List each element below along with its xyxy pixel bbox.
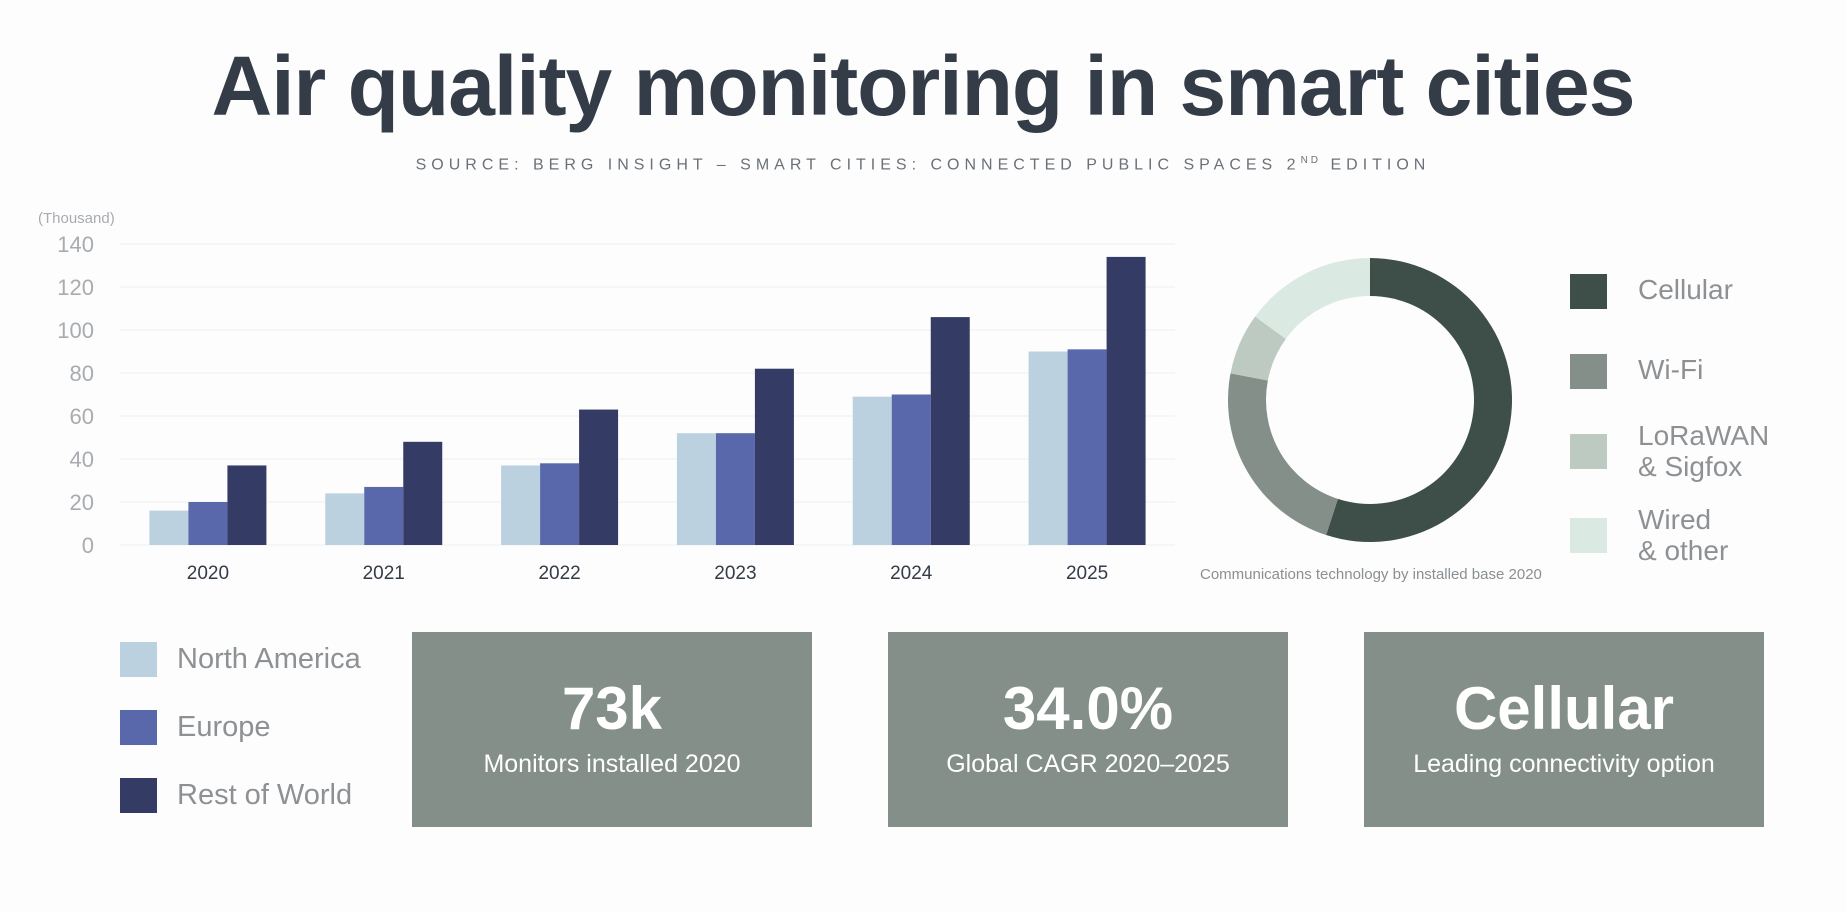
subtitle-text: SOURCE: BERG INSIGHT – SMART CITIES: CON… (415, 156, 1301, 174)
y-tick-label: 40 (70, 447, 94, 472)
legend-swatch (120, 778, 157, 813)
subtitle-superscript: ND (1300, 155, 1322, 166)
kpi-card-monitors: 73k Monitors installed 2020 (412, 632, 812, 827)
bar-europe-2021 (364, 486, 404, 545)
bar-chart: (Thousand) 0 20 40 60 80 100 120 140 2020 2021 2022… (38, 210, 1175, 584)
y-tick-label: 20 (70, 490, 94, 515)
donut-slice-wi-fi (1228, 373, 1338, 536)
kpi-card-connectivity: Cellular Leading connectivity option (1364, 632, 1764, 827)
legend-swatch (1570, 274, 1607, 309)
donut-caption: Communications technology by installed b… (1200, 566, 1542, 583)
x-tick-label: 2020 (187, 563, 229, 584)
kpi-label: Monitors installed 2020 (483, 750, 741, 778)
legend-swatch (1570, 354, 1607, 389)
x-tick-label: 2023 (714, 563, 756, 584)
bar-north-america-2022 (501, 465, 541, 545)
bar-europe-2023 (715, 433, 755, 545)
donut-slice-cellular (1326, 258, 1512, 542)
legend-label: LoRaWAN & Sigfox (1638, 420, 1770, 482)
y-tick-label: 80 (70, 361, 94, 386)
kpi-label: Global CAGR 2020–2025 (946, 750, 1230, 778)
kpi-value: Cellular (1453, 675, 1675, 742)
bar-europe-2025 (1067, 349, 1107, 545)
y-tick-label: 140 (57, 232, 94, 257)
page-subtitle: SOURCE: BERG INSIGHT – SMART CITIES: CON… (0, 155, 1846, 174)
bar-north-america-2025 (1028, 351, 1068, 545)
legend-item-north-america: North America (120, 640, 380, 680)
y-tick-label: 60 (70, 404, 94, 429)
bar-rest-of-world-2022 (579, 409, 619, 545)
page-title: Air quality monitoring in smart cities (211, 39, 1636, 133)
legend-label: Wi-Fi (1638, 354, 1704, 385)
donut-slice-wired (1255, 258, 1370, 339)
y-tick-label: 120 (57, 275, 94, 300)
kpi-value: 73k (561, 675, 663, 742)
legend-swatch (120, 642, 157, 677)
bar-north-america-2021 (325, 493, 365, 545)
legend-swatch (120, 710, 157, 745)
bar-rest-of-world-2021 (403, 441, 443, 545)
bar-europe-2020 (188, 502, 228, 545)
bar-rest-of-world-2023 (754, 368, 794, 545)
bar-rest-of-world-2025 (1106, 256, 1146, 545)
bar-north-america-2020 (149, 510, 189, 545)
bar-north-america-2024 (852, 396, 892, 545)
legend-label: North America (177, 643, 361, 675)
y-tick-label: 0 (82, 533, 94, 558)
bar-europe-2022 (540, 463, 580, 545)
legend-item-rest-of-world: Rest of World (120, 776, 380, 816)
legend-swatch (1570, 518, 1607, 553)
y-axis-unit-label: (Thousand) (38, 210, 115, 227)
legend-label: Europe (177, 711, 271, 743)
y-tick-label: 100 (57, 318, 94, 343)
subtitle-end: EDITION (1321, 156, 1431, 174)
legend-swatch (1570, 434, 1607, 469)
bar-rest-of-world-2020 (227, 465, 267, 545)
bar-north-america-2023 (676, 433, 716, 545)
x-tick-label: 2025 (1066, 563, 1108, 584)
legend-item-europe: Europe (120, 708, 380, 748)
legend-label: Rest of World (177, 779, 353, 811)
x-tick-label: 2024 (890, 563, 933, 584)
kpi-label: Leading connectivity option (1413, 750, 1715, 778)
legend-label: Cellular (1638, 274, 1733, 305)
x-tick-label: 2022 (538, 563, 580, 584)
x-tick-label: 2021 (363, 563, 405, 584)
kpi-card-cagr: 34.0% Global CAGR 2020–2025 (888, 632, 1288, 827)
bar-europe-2024 (891, 394, 931, 545)
donut-chart (1228, 258, 1512, 542)
bar-rest-of-world-2024 (930, 317, 970, 545)
kpi-value: 34.0% (1002, 675, 1174, 742)
donut-slice-lorawan (1230, 316, 1286, 381)
legend-label: Wired & other (1638, 504, 1729, 566)
